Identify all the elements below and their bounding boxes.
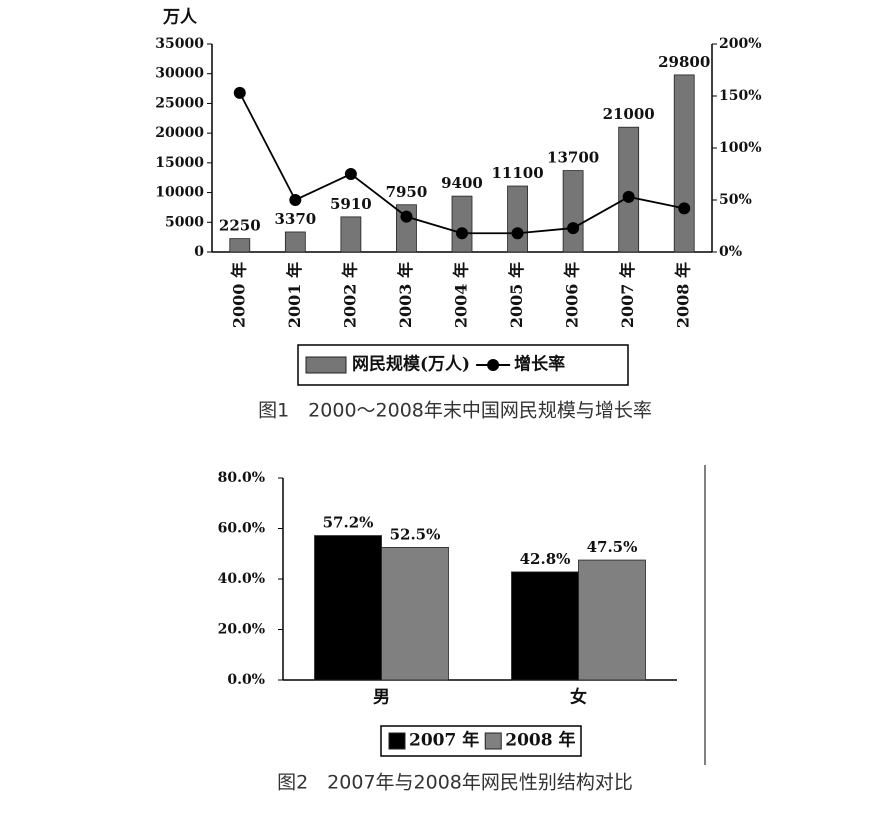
y2-tick-label: 200% <box>719 36 762 52</box>
x-tick-label: 2004 年 <box>452 262 471 328</box>
y2-tick-label: 100% <box>719 140 762 156</box>
value-label: 5910 <box>330 195 372 213</box>
bar <box>381 547 449 681</box>
line-marker <box>622 190 635 203</box>
y-tick-label: 25000 <box>155 95 204 111</box>
y-tick-label: 30000 <box>155 66 204 82</box>
x-tick-label: 2008 年 <box>674 262 693 328</box>
legend-box <box>380 725 582 757</box>
legend-swatch <box>484 732 502 750</box>
caption: 图2 2007年与2008年网民性别结构对比 <box>277 772 633 794</box>
x-tick-label: 男 <box>373 688 390 708</box>
y-tick-label: 40.0% <box>218 571 265 587</box>
y-tick-label: 80.0% <box>218 470 265 486</box>
legend-swatch <box>388 732 406 750</box>
legend-swatch <box>305 356 347 374</box>
y-tick-label: 20.0% <box>218 622 265 638</box>
y-tick-label: 5000 <box>165 214 204 230</box>
x-tick-label: 2003 年 <box>396 262 415 328</box>
value-label: 21000 <box>603 105 655 123</box>
x-tick-label: 2001 年 <box>285 262 304 328</box>
x-tick-label: 2005 年 <box>507 262 526 328</box>
y-tick-label: 10000 <box>155 185 204 201</box>
legend-label: 2008 年 <box>505 730 575 751</box>
y2-tick-label: 50% <box>719 192 752 208</box>
y-tick-label: 20000 <box>155 125 204 141</box>
bar <box>562 170 584 253</box>
legend-marker <box>487 359 500 371</box>
bar <box>229 238 251 253</box>
y-tick-label: 60.0% <box>218 521 265 537</box>
bar <box>578 559 646 681</box>
x-tick-label: 女 <box>570 687 587 708</box>
line-marker <box>456 227 468 240</box>
value-label: 57.2% <box>323 514 374 532</box>
line-marker <box>233 86 246 99</box>
line-marker <box>344 168 357 180</box>
bar <box>618 126 640 253</box>
bar <box>314 535 382 681</box>
x-tick-label: 2000 年 <box>229 262 248 328</box>
x-tick-label: 2002 年 <box>340 262 359 328</box>
line-marker <box>678 202 691 215</box>
value-label: 13700 <box>547 149 599 167</box>
y2-tick-label: 150% <box>719 88 762 104</box>
value-label: 3370 <box>274 210 316 228</box>
legend-label: 网民规模(万人) <box>352 354 470 375</box>
bar <box>673 74 695 253</box>
caption: 图1 2000～2008年末中国网民规模与增长率 <box>258 400 652 422</box>
line-marker <box>289 194 302 206</box>
bar <box>507 185 528 253</box>
value-label: 7950 <box>386 183 428 201</box>
y2-tick-label: 0% <box>719 244 742 260</box>
y-tick-label: 35000 <box>155 36 204 52</box>
value-label: 42.8% <box>520 550 571 568</box>
bar <box>284 231 306 253</box>
bar <box>340 216 362 253</box>
legend-label: 2007 年 <box>409 730 479 751</box>
y-tick-label: 0.0% <box>227 672 265 688</box>
x-tick-label: 2007 年 <box>618 262 637 328</box>
value-label: 11100 <box>491 164 543 182</box>
bar <box>451 195 473 253</box>
bar <box>511 571 579 681</box>
value-label: 47.5% <box>587 538 638 556</box>
value-label: 9400 <box>441 174 483 192</box>
line-marker <box>567 222 580 235</box>
y-tick-label: 15000 <box>155 155 204 171</box>
value-label: 29800 <box>658 53 710 71</box>
value-label: 52.5% <box>390 525 441 543</box>
legend-box <box>297 344 629 386</box>
line-marker <box>400 210 413 223</box>
legend-label: 增长率 <box>514 354 565 375</box>
line-marker <box>511 227 524 240</box>
y-tick-label: 0 <box>194 244 204 260</box>
y-axis-label: 万人 <box>162 8 198 28</box>
x-tick-label: 2006 年 <box>563 262 582 328</box>
value-label: 2250 <box>219 217 261 235</box>
